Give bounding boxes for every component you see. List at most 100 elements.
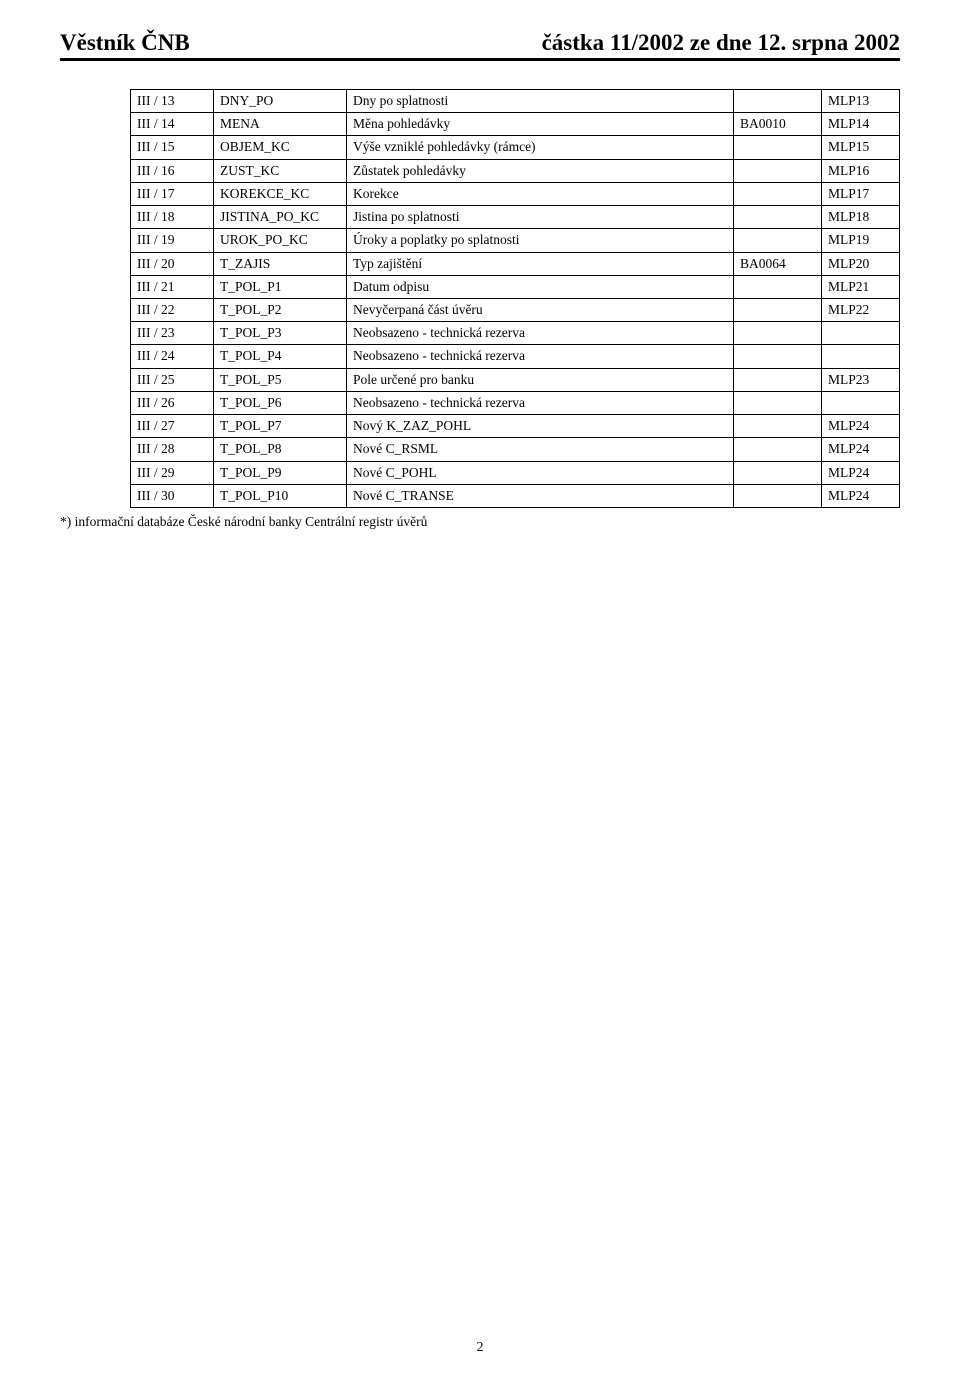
- cell: III / 20: [131, 252, 214, 275]
- cell: MLP21: [822, 275, 900, 298]
- cell: [734, 322, 822, 345]
- cell: III / 21: [131, 275, 214, 298]
- cell: MLP22: [822, 298, 900, 321]
- cell: [822, 391, 900, 414]
- cell: III / 15: [131, 136, 214, 159]
- cell: III / 13: [131, 90, 214, 113]
- cell: III / 22: [131, 298, 214, 321]
- cell: Pole určené pro banku: [347, 368, 734, 391]
- cell: Neobsazeno - technická rezerva: [347, 391, 734, 414]
- table-row: III / 20T_ZAJISTyp zajištěníBA0064MLP20: [131, 252, 900, 275]
- table-row: III / 26T_POL_P6Neobsazeno - technická r…: [131, 391, 900, 414]
- cell: OBJEM_KC: [214, 136, 347, 159]
- cell: III / 24: [131, 345, 214, 368]
- table-row: III / 19UROK_PO_KCÚroky a poplatky po sp…: [131, 229, 900, 252]
- cell: MLP23: [822, 368, 900, 391]
- header-right: částka 11/2002 ze dne 12. srpna 2002: [542, 30, 900, 56]
- table-row: III / 27T_POL_P7Nový K_ZAZ_POHL MLP24: [131, 415, 900, 438]
- cell: III / 26: [131, 391, 214, 414]
- footnote: *) informační databáze České národní ban…: [60, 514, 900, 530]
- cell: MLP19: [822, 229, 900, 252]
- cell: Typ zajištění: [347, 252, 734, 275]
- cell: Úroky a poplatky po splatnosti: [347, 229, 734, 252]
- cell: T_POL_P2: [214, 298, 347, 321]
- cell: MLP17: [822, 182, 900, 205]
- cell: [734, 229, 822, 252]
- cell: T_POL_P6: [214, 391, 347, 414]
- cell: [734, 182, 822, 205]
- table-row: III / 16ZUST_KCZůstatek pohledávky MLP16: [131, 159, 900, 182]
- table-row: III / 25T_POL_P5Pole určené pro banku MLP…: [131, 368, 900, 391]
- cell: MLP15: [822, 136, 900, 159]
- cell: III / 29: [131, 461, 214, 484]
- cell: III / 17: [131, 182, 214, 205]
- cell: III / 25: [131, 368, 214, 391]
- table-row: III / 15OBJEM_KCVýše vzniklé pohledávky …: [131, 136, 900, 159]
- table-row: III / 28T_POL_P8Nové C_RSMLMLP24: [131, 438, 900, 461]
- cell: Zůstatek pohledávky: [347, 159, 734, 182]
- cell: Nevyčerpaná část úvěru: [347, 298, 734, 321]
- cell: MLP16: [822, 159, 900, 182]
- cell: [822, 345, 900, 368]
- table-row: III / 14MENAMěna pohledávkyBA0010MLP14: [131, 113, 900, 136]
- cell: III / 14: [131, 113, 214, 136]
- table-row: III / 30T_POL_P10Nové C_TRANSEMLP24: [131, 484, 900, 507]
- cell: [734, 159, 822, 182]
- cell: MLP24: [822, 461, 900, 484]
- table-row: III / 24T_POL_P4Neobsazeno - technická r…: [131, 345, 900, 368]
- cell: MLP18: [822, 206, 900, 229]
- table-row: III / 23T_POL_P3Neobsazeno - technická r…: [131, 322, 900, 345]
- cell: [734, 298, 822, 321]
- cell: ZUST_KC: [214, 159, 347, 182]
- cell: T_POL_P9: [214, 461, 347, 484]
- cell: Jistina po splatnosti: [347, 206, 734, 229]
- header-left: Věstník ČNB: [60, 30, 190, 56]
- cell: UROK_PO_KC: [214, 229, 347, 252]
- cell: MLP24: [822, 438, 900, 461]
- cell: T_POL_P1: [214, 275, 347, 298]
- cell: [734, 136, 822, 159]
- cell: Výše vzniklé pohledávky (rámce): [347, 136, 734, 159]
- cell: MLP20: [822, 252, 900, 275]
- cell: [734, 461, 822, 484]
- cell: Nové C_TRANSE: [347, 484, 734, 507]
- cell: MLP24: [822, 415, 900, 438]
- cell: Nové C_RSML: [347, 438, 734, 461]
- cell: III / 23: [131, 322, 214, 345]
- cell: [734, 206, 822, 229]
- title-rule: [60, 58, 900, 61]
- cell: T_POL_P4: [214, 345, 347, 368]
- cell: [734, 438, 822, 461]
- cell: KOREKCE_KC: [214, 182, 347, 205]
- cell: Nový K_ZAZ_POHL: [347, 415, 734, 438]
- cell: Neobsazeno - technická rezerva: [347, 322, 734, 345]
- cell: MLP13: [822, 90, 900, 113]
- cell: III / 16: [131, 159, 214, 182]
- cell: [734, 275, 822, 298]
- cell: DNY_PO: [214, 90, 347, 113]
- cell: T_POL_P5: [214, 368, 347, 391]
- cell: T_POL_P3: [214, 322, 347, 345]
- cell: Dny po splatnosti: [347, 90, 734, 113]
- table-row: III / 22T_POL_P2Nevyčerpaná část úvěru ML…: [131, 298, 900, 321]
- cell: [734, 391, 822, 414]
- table-row: III / 17KOREKCE_KCKorekceMLP17: [131, 182, 900, 205]
- cell: JISTINA_PO_KC: [214, 206, 347, 229]
- cell: T_POL_P10: [214, 484, 347, 507]
- table-row: III / 13DNY_PODny po splatnosti MLP13: [131, 90, 900, 113]
- cell: MENA: [214, 113, 347, 136]
- cell: T_ZAJIS: [214, 252, 347, 275]
- page-number: 2: [0, 1340, 960, 1356]
- cell: [734, 484, 822, 507]
- cell: III / 19: [131, 229, 214, 252]
- cell: III / 27: [131, 415, 214, 438]
- cell: [734, 415, 822, 438]
- cell: Neobsazeno - technická rezerva: [347, 345, 734, 368]
- cell: [734, 90, 822, 113]
- cell: BA0064: [734, 252, 822, 275]
- cell: T_POL_P7: [214, 415, 347, 438]
- cell: T_POL_P8: [214, 438, 347, 461]
- cell: III / 18: [131, 206, 214, 229]
- cell: [734, 368, 822, 391]
- cell: [734, 345, 822, 368]
